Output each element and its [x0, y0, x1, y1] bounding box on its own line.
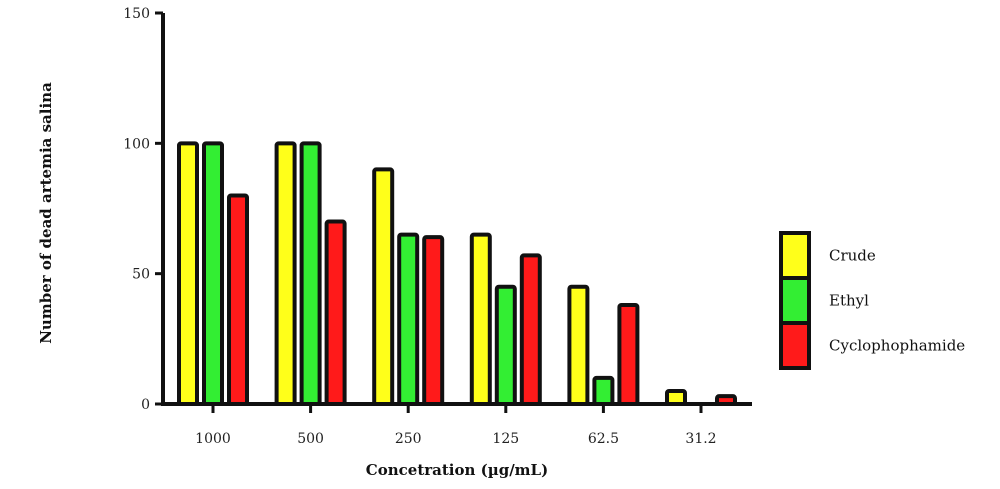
bar-ethyl-62.5 [592, 375, 615, 406]
bar-crude-500 [274, 141, 297, 406]
x-tick-label: 31.2 [685, 431, 716, 447]
x-tick-label: 250 [395, 431, 422, 447]
x-ticks: 1000 500 250 125 62.5 31.2 [195, 404, 717, 447]
bar-ethyl-250 [397, 232, 420, 406]
y-ticks: 0 50 100 150 [123, 6, 163, 413]
x-tick-label: 500 [297, 431, 324, 447]
axes-layer [161, 13, 752, 406]
bar-crude-62.5 [567, 284, 590, 407]
bar-crude-125 [469, 232, 492, 406]
y-axis-title: Number of dead artemia salina [37, 82, 55, 344]
bar-ethyl-1000 [202, 141, 224, 406]
bar-cyclophophamide-500 [324, 219, 347, 406]
legend-label-crude: Crude [829, 247, 876, 265]
bar-cyclophophamide-62.5 [617, 302, 640, 406]
y-tick-label: 100 [123, 136, 150, 152]
x-tick-label: 1000 [195, 431, 231, 447]
legend-swatch-crude [779, 231, 811, 280]
x-axis-title: Concetration (µg/mL) [366, 461, 548, 479]
legend-swatch-ethyl [779, 276, 811, 325]
y-tick-label: 50 [132, 267, 150, 283]
y-tick-label: 150 [123, 6, 150, 22]
bar-cyclophophamide-1000 [227, 193, 249, 406]
bar-cyclophophamide-125 [519, 253, 542, 406]
bar-ethyl-500 [299, 141, 322, 406]
bars-layer [177, 141, 737, 407]
legend-label-cyclophophamide: Cyclophophamide [829, 337, 965, 355]
bar-cyclophophamide-250 [422, 235, 445, 406]
bar-ethyl-125 [494, 284, 517, 407]
x-tick-label: 125 [492, 431, 519, 447]
legend: Crude Ethyl Cyclophophamide [779, 231, 965, 370]
legend-swatch-cyclophophamide [779, 321, 811, 370]
bar-crude-250 [372, 167, 395, 406]
legend-label-ethyl: Ethyl [829, 292, 869, 310]
y-tick-label: 0 [141, 397, 150, 413]
x-tick-label: 62.5 [588, 431, 619, 447]
bar-crude-1000 [177, 141, 199, 406]
